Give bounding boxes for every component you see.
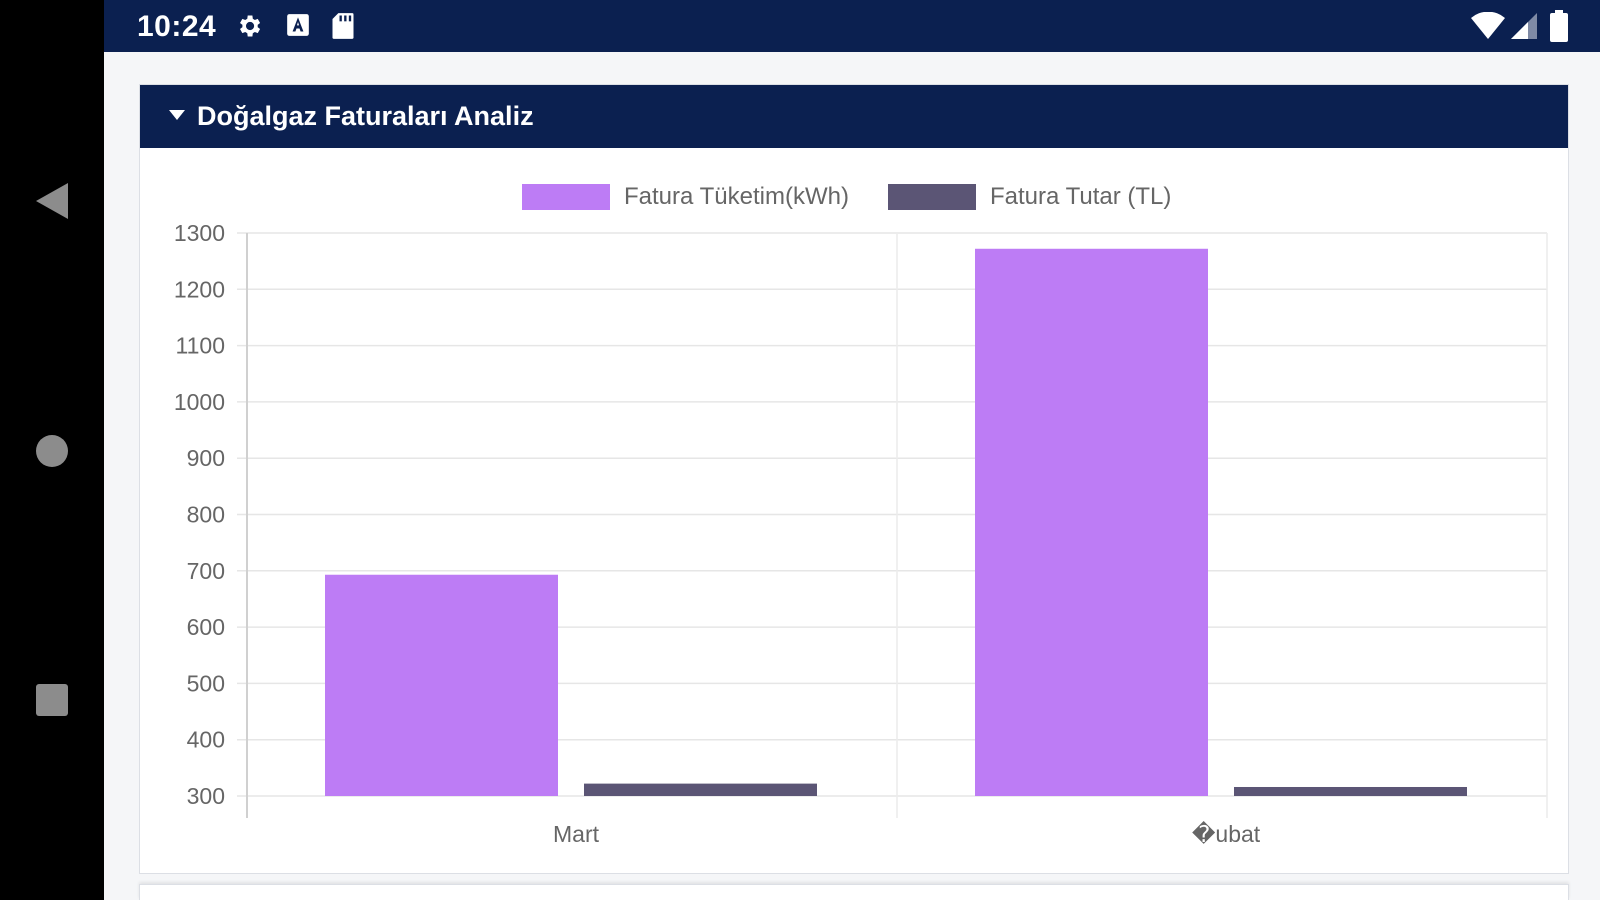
y-tick-label: 900 [187,445,225,471]
back-button[interactable] [22,171,82,231]
bar-consumption [325,574,558,796]
next-card [139,884,1569,900]
gear-icon [240,15,261,37]
back-icon [36,183,68,219]
y-tick-label: 500 [187,670,225,696]
x-category-label: �ubat [1192,820,1261,847]
home-icon [36,435,68,467]
legend-swatch-consumption [522,184,610,210]
legend-swatch-amount [888,184,976,210]
caret-down-icon [169,109,185,120]
status-bar: 10:24 [104,0,1600,52]
battery-icon [1550,10,1568,42]
legend-item-amount[interactable]: Fatura Tutar (TL) [888,181,1171,213]
bar-amount [584,783,817,796]
y-tick-label: 600 [187,614,225,640]
y-tick-label: 400 [187,727,225,753]
legend-item-consumption[interactable]: Fatura Tüketim(kWh) [522,181,849,213]
y-tick-label: 700 [187,558,225,584]
y-tick-label: 1100 [176,333,225,359]
signal-icon [1511,13,1537,39]
navigation-bar [0,0,104,900]
y-tick-label: 1300 [174,220,225,246]
status-time: 10:24 [137,10,217,43]
card-header[interactable]: Doğalgaz Faturaları Analiz [140,85,1568,148]
bar-amount [1234,786,1467,796]
legend-label-amount: Fatura Tutar (TL) [990,183,1172,210]
y-tick-label: 800 [187,502,225,528]
legend-label-consumption: Fatura Tüketim(kWh) [624,183,849,210]
sd-card-icon [332,13,354,39]
y-tick-label: 300 [187,783,225,809]
card-title: Doğalgaz Faturaları Analiz [197,101,534,131]
x-category-label: Mart [553,821,600,847]
wifi-icon [1471,12,1505,39]
recents-button[interactable] [22,670,82,730]
bar-consumption [975,248,1208,796]
y-tick-label: 1000 [174,389,225,415]
a-icon [287,14,309,36]
chart-legend: Fatura Tüketim(kWh) Fatura Tutar (TL) [0,181,1600,213]
home-button[interactable] [22,421,82,481]
y-tick-label: 1200 [174,276,225,302]
recents-icon [36,684,68,716]
